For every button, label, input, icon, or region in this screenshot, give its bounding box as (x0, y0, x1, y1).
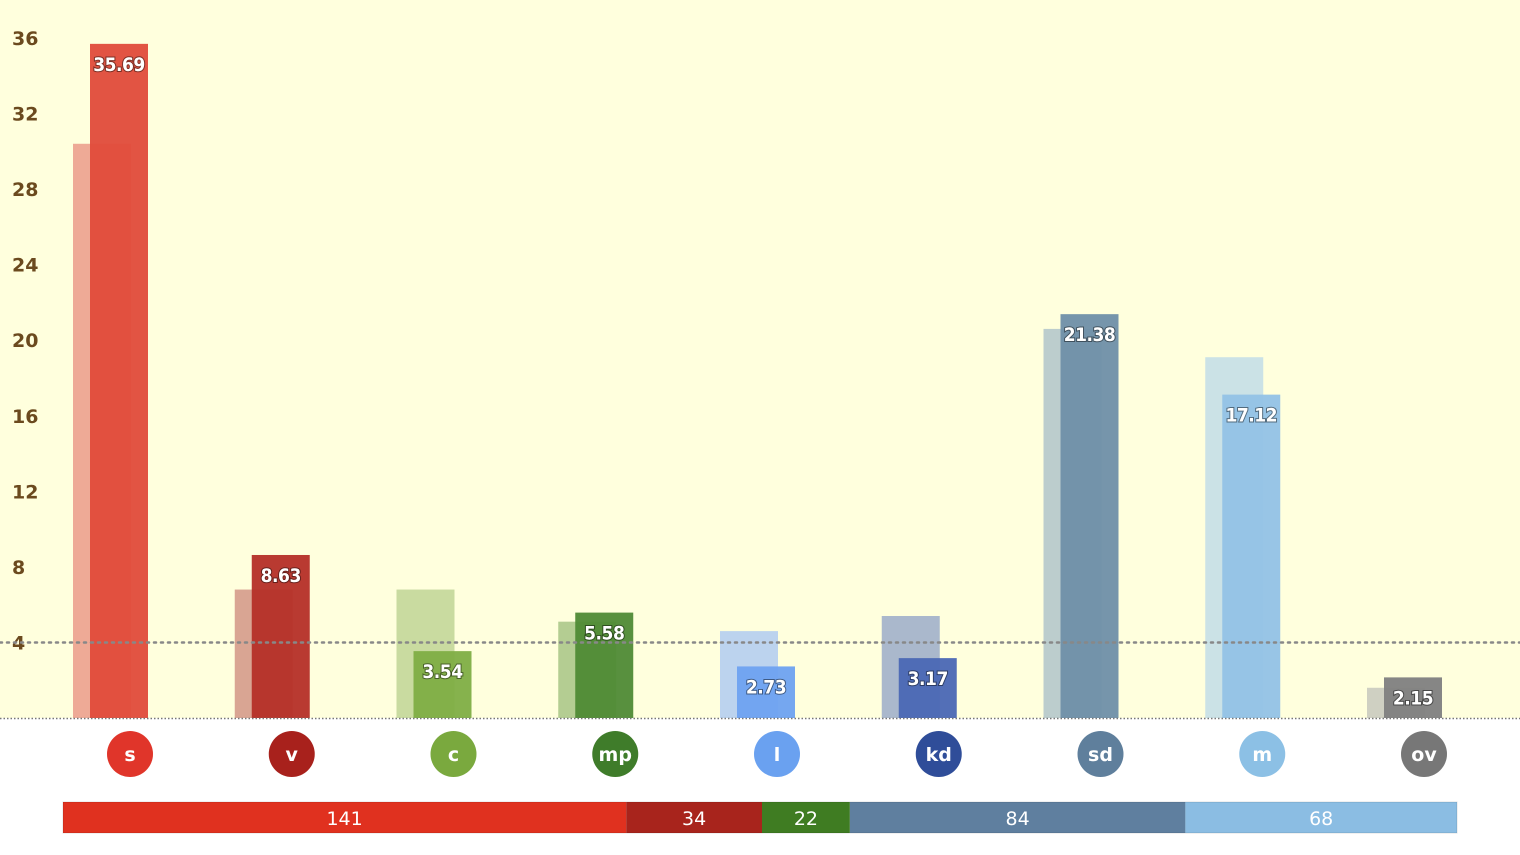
current-bar-m (1222, 394, 1281, 718)
party-label-s: s (124, 744, 135, 766)
value-label-m: 17.12 (1225, 405, 1277, 427)
value-label-s: 35.69 (93, 54, 145, 76)
current-bar-sd (1060, 314, 1119, 718)
party-label-m: m (1252, 744, 1272, 766)
party-label-mp: mp (599, 744, 632, 766)
value-label-c: 3.54 (422, 661, 463, 683)
seat-segment-1 (63, 802, 627, 833)
y-tick-label: 20 (12, 330, 38, 352)
party-badge-s (107, 731, 153, 777)
y-tick-label: 28 (12, 179, 38, 201)
party-badge-l (754, 731, 800, 777)
value-label-sd: 21.38 (1064, 324, 1116, 346)
party-label-l: l (774, 744, 781, 766)
y-tick-label: 24 (12, 255, 38, 277)
y-tick-label: 32 (12, 104, 38, 126)
y-tick-label: 12 (12, 481, 38, 503)
seats-bar-outline (62, 801, 1458, 834)
seat-label-5: 68 (1309, 808, 1333, 830)
party-badge-kd (915, 731, 962, 777)
seat-label-3: 22 (794, 808, 818, 830)
current-bar-kd (898, 658, 957, 718)
seat-label-2: 34 (682, 808, 706, 830)
party-badge-mp (592, 731, 639, 777)
current-bar-mp (575, 612, 634, 718)
party-badge-sd (1077, 731, 1124, 777)
party-label-v: v (286, 744, 299, 766)
seat-segment-2 (626, 802, 762, 833)
party-label-kd: kd (926, 744, 952, 766)
party-badge-ov (1401, 731, 1447, 777)
y-tick-label: 36 (12, 28, 38, 50)
y-tick-label: 16 (12, 406, 38, 428)
seat-segment-3 (761, 802, 850, 833)
party-badge-c (430, 731, 477, 777)
current-bar-ov (1384, 677, 1442, 718)
y-tick-label: 4 (12, 632, 25, 654)
y-tick-label: 8 (12, 557, 25, 579)
current-bar-s (90, 43, 148, 719)
party-label-sd: sd (1088, 744, 1113, 766)
current-bar-v (251, 554, 310, 718)
value-label-l: 2.73 (746, 676, 786, 698)
current-bar-c (413, 651, 472, 718)
party-badge-v (268, 731, 315, 777)
value-label-v: 8.63 (261, 565, 301, 587)
party-label-ov: ov (1411, 744, 1437, 766)
value-label-ov: 2.15 (1393, 687, 1433, 709)
party-badge-m (1239, 731, 1286, 777)
seat-label-1: 141 (326, 808, 362, 830)
seat-segment-5 (1185, 802, 1457, 833)
current-bar-l (737, 666, 795, 718)
seat-segment-4 (849, 802, 1186, 833)
seat-label-4: 84 (1006, 808, 1030, 830)
value-label-kd: 3.17 (908, 668, 948, 690)
party-label-c: c (448, 744, 459, 766)
